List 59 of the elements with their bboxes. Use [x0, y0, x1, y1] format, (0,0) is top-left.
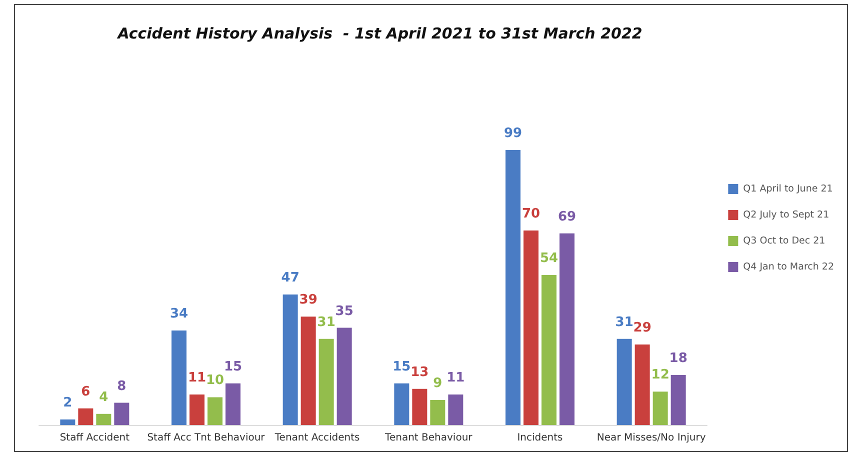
data-label: 34	[170, 306, 188, 322]
bar	[226, 383, 240, 425]
bar	[190, 394, 204, 425]
x-tick-label: Near Misses/No Injury	[596, 432, 706, 444]
data-label: 31	[615, 314, 634, 330]
data-label: 54	[540, 251, 558, 266]
data-label: 15	[392, 359, 411, 374]
data-label: 6	[81, 384, 90, 400]
data-label: 15	[224, 359, 242, 374]
bar	[634, 344, 650, 425]
data-label: 9	[433, 376, 442, 391]
x-tick-label: Tenant Behaviour	[384, 432, 474, 444]
x-tick-label: Staff Acc Tnt Behaviour	[147, 432, 266, 444]
legend-label: Q2 July to Sept 21	[743, 210, 830, 220]
data-label: 11	[446, 370, 465, 386]
legend-label: Q1 April to June 21	[743, 184, 833, 194]
data-label: 4	[99, 390, 108, 405]
legend-label: Q4 Jan to March 22	[743, 262, 834, 272]
bar	[300, 316, 316, 425]
bar	[542, 275, 556, 425]
bar	[412, 388, 428, 425]
x-tick-label: Tenant Accidents	[274, 432, 360, 444]
data-label: 13	[410, 364, 429, 380]
data-label: 39	[299, 292, 318, 308]
bar	[318, 338, 334, 425]
bar	[670, 375, 686, 425]
data-label: 8	[117, 378, 126, 394]
legend-label: Q3 Oct to Dec 21	[743, 236, 826, 246]
bar	[114, 402, 130, 425]
bar	[448, 394, 464, 425]
data-label: 29	[633, 320, 652, 336]
data-label: 11	[188, 370, 206, 386]
data-label: 35	[335, 304, 354, 319]
data-label: 69	[558, 209, 576, 224]
bar	[282, 294, 298, 425]
x-tick-label: Incidents	[517, 432, 563, 444]
bar	[506, 150, 520, 425]
bar	[430, 400, 446, 425]
bar	[96, 414, 112, 425]
bar	[652, 392, 668, 425]
data-label: 2	[63, 395, 72, 410]
bar	[336, 328, 352, 425]
data-label: 47	[281, 270, 300, 286]
data-label: 10	[206, 373, 224, 388]
data-label: 31	[317, 314, 336, 330]
bar	[172, 330, 186, 425]
data-label: 99	[504, 126, 522, 141]
data-label: 18	[669, 351, 688, 366]
bar	[560, 233, 574, 425]
x-tick-label: Staff Accident	[60, 432, 130, 444]
bar	[524, 230, 538, 425]
chart-title: Accident History Analysis - 1st April 2021 to 31st March 2022	[116, 24, 642, 42]
data-label: 12	[651, 368, 670, 383]
bar	[616, 338, 632, 425]
bar	[60, 419, 76, 425]
bar	[208, 397, 222, 425]
bar	[394, 383, 410, 425]
bar	[78, 408, 94, 425]
data-label: 70	[522, 206, 540, 222]
